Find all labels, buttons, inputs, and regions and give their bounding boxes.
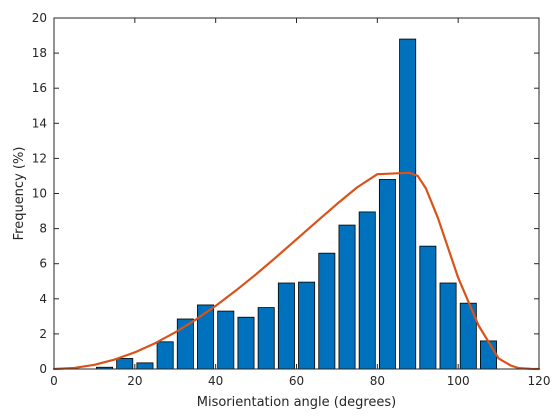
x-axis-label: Misorientation angle (degrees) [197,395,397,410]
fit-curve-layer [52,171,541,371]
x-tick-label: 100 [447,374,470,388]
histogram-bar [399,38,417,370]
histogram-bar [156,341,174,370]
x-tick-label: 40 [208,374,223,388]
histogram-bar [378,179,396,370]
y-tick-label: 18 [32,46,47,60]
histogram-bar [318,252,336,370]
y-tick-label: 12 [32,151,47,165]
histogram-bar [257,307,275,370]
histogram-bar [419,245,437,370]
y-tick-label: 6 [39,257,47,271]
histogram-bar [277,282,295,370]
histogram-bar [197,304,215,370]
histogram-bar [116,358,134,370]
y-tick-label: 14 [32,116,47,130]
histogram-bar [237,316,255,370]
y-tick-label: 2 [39,327,47,341]
histogram-bar [217,310,235,370]
histogram-bar [439,282,457,370]
fit-curve-line [52,171,541,371]
histogram-bar [298,281,316,370]
y-axis-label: Frequency (%) [12,147,27,241]
histogram-bar [338,224,356,370]
y-tick-label: 10 [32,187,47,201]
ticks-layer: 0 20 40 60 80 100 120 0 2 4 6 8 10 12 14 16 18 20 [32,11,551,388]
x-tick-label: 60 [289,374,304,388]
y-tick-label: 4 [39,292,47,306]
histogram-bar [358,211,376,370]
x-tick-label: 0 [50,374,58,388]
y-tick-label: 0 [39,362,47,376]
y-tick-label: 20 [32,11,47,25]
x-tick-label: 120 [528,374,551,388]
histogram-bar [136,362,154,370]
y-tick-label: 16 [32,81,47,95]
x-tick-label: 20 [127,374,142,388]
histogram-bar [479,340,497,370]
x-tick-label: 80 [370,374,385,388]
y-tick-label: 8 [39,222,47,236]
